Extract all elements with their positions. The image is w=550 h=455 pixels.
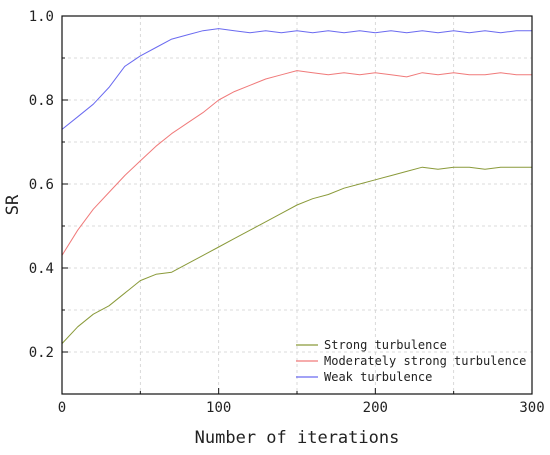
x-tick-label: 100 bbox=[206, 400, 231, 416]
y-tick-label: 0.4 bbox=[29, 261, 54, 277]
grid bbox=[62, 16, 532, 394]
y-tick-label: 1.0 bbox=[29, 9, 54, 25]
y-tick-label: 0.6 bbox=[29, 177, 54, 193]
series-line-1 bbox=[61, 70, 532, 256]
y-axis-title: SR bbox=[3, 194, 23, 215]
x-tick-label: 300 bbox=[519, 400, 544, 416]
series-lines bbox=[61, 28, 532, 344]
series-line-2 bbox=[61, 28, 532, 130]
y-tick-label: 0.2 bbox=[29, 345, 54, 361]
legend-label: Strong turbulence bbox=[324, 338, 447, 352]
x-tick-label: 0 bbox=[58, 400, 66, 416]
legend: Strong turbulence Moderately strong turbu… bbox=[296, 338, 526, 384]
legend-label: Weak turbulence bbox=[324, 370, 432, 384]
y-tick-label: 0.8 bbox=[29, 93, 54, 109]
series-line-0 bbox=[61, 166, 532, 344]
x-tick-label: 200 bbox=[363, 400, 388, 416]
x-axis-title: Number of iterations bbox=[195, 428, 400, 448]
axis-ticks: 0 100 200 300 0.2 0.4 0.6 0.8 1.0 bbox=[29, 9, 545, 416]
legend-label: Moderately strong turbulence bbox=[324, 354, 526, 368]
